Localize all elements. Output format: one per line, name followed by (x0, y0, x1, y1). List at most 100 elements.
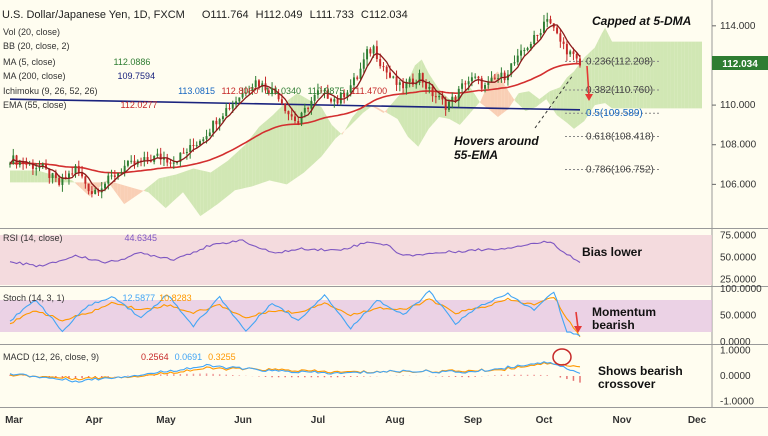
ichimoku-cloud-segment (72, 180, 76, 184)
legend-stoch[interactable]: Stoch (14, 3, 1) 12.5877 10.8283 (3, 293, 192, 303)
ichimoku-cloud-segment (44, 172, 49, 183)
legend-macd-value: 0.0691 (174, 352, 203, 362)
ichimoku-cloud-segment (16, 170, 21, 183)
candle-body (35, 168, 38, 170)
candle-body (241, 92, 244, 98)
time-axis-label: Oct (536, 415, 553, 426)
ohlc-high: H112.049 (255, 9, 303, 21)
symbol-title[interactable]: U.S. Dollar/Japanese Yen, 1D, FXCM (2, 9, 185, 21)
ichimoku-cloud-segment (262, 120, 267, 183)
candle-body (451, 96, 454, 102)
ichimoku-cloud-segment (612, 41, 616, 109)
ichimoku-cloud-segment (127, 186, 132, 202)
candle-body (126, 160, 129, 166)
candle-body (444, 99, 447, 110)
ichimoku-cloud-segment (138, 189, 142, 195)
ichimoku-cloud-segment (695, 41, 699, 109)
ichimoku-cloud-segment (497, 71, 502, 117)
ichimoku-cloud-segment (276, 108, 280, 183)
candle-body (470, 77, 473, 82)
ichimoku-cloud-segment (684, 41, 689, 109)
candle-body (277, 93, 280, 100)
ichimoku-cloud-segment (131, 187, 135, 200)
ichimoku-cloud-segment (241, 144, 246, 189)
ichimoku-cloud-segment (452, 96, 457, 123)
stoch-k-line (9, 290, 581, 337)
legend-ema55-value: 112.0277 (120, 100, 158, 110)
candle-body (379, 59, 382, 67)
annotation-hovers-2: 55-EMA (454, 148, 499, 162)
hovers-arrow (534, 74, 574, 129)
candle-body (382, 66, 385, 68)
candle-body (411, 78, 414, 85)
ohlc-low: L111.733 (309, 9, 354, 21)
stoch-d-line (9, 297, 581, 338)
price-tick-label: 108.000 (720, 140, 757, 151)
ichimoku-cloud-segment (162, 176, 166, 209)
ichimoku-cloud-segment (691, 41, 696, 109)
legend-ichimoku[interactable]: Ichimoku (9, 26, 52, 26) 113.0815 112.80… (3, 86, 387, 96)
candle-body (110, 175, 113, 177)
ichimoku-cloud-segment (20, 170, 24, 183)
legend-ema55[interactable]: EMA (55, close) 112.0277 (3, 100, 157, 110)
ichimoku-cloud-segment (342, 128, 346, 135)
ichimoku-cloud-segment (307, 99, 312, 170)
candle-body (199, 141, 201, 146)
ichimoku-cloud-segment (259, 123, 263, 184)
candle-body (271, 88, 274, 94)
candle-body (516, 55, 519, 63)
legend-rsi-value: 44.6345 (124, 233, 158, 243)
legend-ma200[interactable]: MA (200, close) 109.7594 (3, 71, 155, 81)
ichimoku-cloud-segment (134, 188, 139, 198)
legend-macd-hist: 0.2564 (141, 352, 169, 362)
candle-body (526, 48, 529, 51)
legend-stoch-d: 10.8283 (159, 293, 192, 303)
ichimoku-cloud-segment (397, 93, 401, 125)
candle-body (339, 92, 342, 104)
legend-vol[interactable]: Vol (20, close) (3, 27, 60, 37)
candle-body (280, 99, 283, 104)
candle-body (90, 191, 93, 194)
annotation-capped: Capped at 5-DMA (592, 14, 692, 28)
ichimoku-cloud-segment (311, 101, 315, 167)
price-tick-label: 106.000 (720, 179, 757, 190)
legend-ma5[interactable]: MA (5, close) 112.0886 (3, 57, 150, 67)
ichimoku-cloud-segment (515, 93, 519, 105)
ichimoku-cloud-segment (214, 167, 218, 207)
ichimoku-cloud-segment (615, 41, 619, 109)
candle-body (428, 86, 431, 89)
ichimoku-cloud-segment (345, 122, 350, 130)
stoch-axis-label: 100.0000 (720, 284, 762, 295)
legend-macd[interactable]: MACD (12, 26, close, 9) 0.2564 0.0691 0.325… (3, 352, 236, 362)
candle-body (81, 172, 84, 177)
ichimoku-cloud-segment (248, 135, 253, 188)
ichimoku-cloud-segment (529, 91, 533, 110)
ichimoku-cloud-segment (79, 182, 83, 190)
ichimoku-cloud-segment (113, 182, 118, 195)
legend-rsi[interactable]: RSI (14, close) 44.6345 (3, 233, 157, 243)
candle-body (542, 21, 545, 33)
candle-body (421, 73, 424, 83)
candle-body (546, 19, 549, 22)
legend-bb[interactable]: BB (20, close, 2) (3, 41, 70, 51)
ichimoku-cloud-segment (480, 93, 485, 106)
price-tick-label: 114.000 (720, 21, 756, 32)
ichimoku-cloud-segment (68, 179, 73, 183)
ichimoku-cloud-segment (660, 41, 664, 109)
candle-body (333, 99, 336, 102)
candle-body (9, 163, 11, 165)
rsi-band (0, 235, 712, 285)
ichimoku-cloud-segment (96, 182, 100, 190)
candle-body (310, 100, 313, 109)
legend-ma5-value: 112.0886 (113, 57, 151, 67)
candle-body (54, 173, 57, 179)
candle-body (372, 46, 375, 54)
ichimoku-cloud-segment (688, 41, 692, 109)
ichimoku-cloud-segment (577, 62, 581, 127)
candle-body (41, 163, 44, 168)
candle-body (67, 173, 70, 179)
candle-body (405, 82, 408, 89)
ichimoku-cloud-segment (217, 165, 222, 205)
ichimoku-cloud-segment (601, 27, 606, 104)
